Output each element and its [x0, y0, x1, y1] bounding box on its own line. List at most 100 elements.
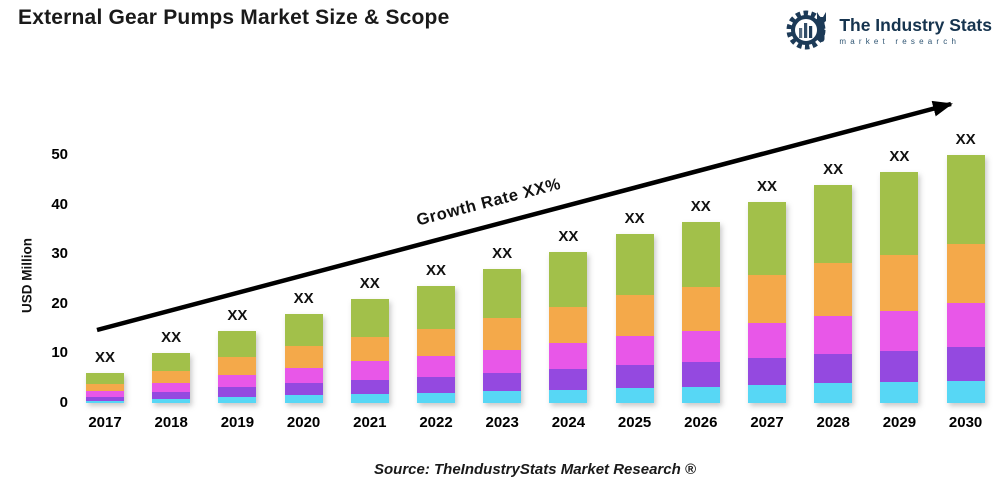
bar-segment-segment-orange [284, 346, 323, 368]
bar-segment-segment-magenta [681, 330, 720, 363]
bar-segment-segment-cyan [218, 396, 257, 403]
x-tick-label: 2028 [816, 414, 850, 431]
bar-segment-segment-green [748, 202, 786, 275]
bar-segment-segment-orange [483, 317, 522, 350]
bar-segment-segment-magenta [880, 310, 919, 351]
bar-segment-segment-magenta [946, 303, 985, 347]
bar-segment-segment-orange [814, 263, 853, 316]
bar-segment-segment-cyan [748, 385, 786, 403]
logo-name: The Industry Stats [839, 14, 992, 35]
bar-segment-segment-purple [946, 346, 985, 381]
bar-segment-segment-purple [748, 357, 786, 386]
y-tick-label: 30 [51, 245, 68, 263]
bar-segment-segment-purple [549, 369, 588, 390]
x-tick-label: 2029 [882, 414, 917, 431]
bar-segment-segment-purple [880, 350, 919, 383]
bar-segment-segment-magenta [86, 391, 124, 397]
bar-segment-segment-orange [218, 357, 257, 375]
bar-segment-segment-green [350, 298, 389, 337]
bar-segment-segment-orange [86, 384, 124, 392]
y-tick-label: 50 [51, 146, 68, 163]
y-tick-label: 40 [51, 195, 68, 213]
bar-segment-segment-magenta [218, 374, 257, 388]
bar-segment-segment-magenta [814, 315, 853, 354]
bar-segment-segment-orange [880, 255, 919, 311]
bar-segment-segment-magenta [284, 367, 323, 384]
bar-2030 [946, 155, 985, 403]
bar-segment-segment-magenta [615, 335, 654, 365]
bar-segment-segment-purple [615, 364, 654, 388]
bar-segment-segment-green [549, 251, 588, 307]
bar-segment-segment-green [152, 353, 191, 372]
bar-segment-segment-orange [152, 371, 191, 384]
bar-2025 [615, 234, 654, 403]
bar-segment-segment-green [86, 373, 124, 385]
bar-2028 [814, 184, 853, 403]
x-tick-label: 2026 [684, 414, 718, 431]
y-tick-label: 10 [51, 344, 68, 362]
bar-segment-segment-magenta [483, 349, 522, 374]
bar-segment-segment-purple [152, 392, 191, 399]
x-tick-label: 2027 [750, 414, 784, 431]
bar-segment-segment-magenta [417, 356, 455, 377]
bar-segment-segment-green [681, 221, 720, 287]
bar-segment-segment-green [483, 269, 522, 318]
brand-logo: The Industry Stats market research [786, 6, 992, 57]
bar-segment-segment-green [946, 155, 985, 244]
bar-top-label: XX [227, 307, 248, 325]
bar-2026 [681, 221, 720, 403]
bar-segment-segment-cyan [681, 386, 720, 403]
bar-segment-segment-purple [814, 353, 853, 384]
x-tick-label: 2030 [948, 414, 983, 431]
bar-segment-segment-orange [681, 286, 720, 331]
x-tick-label: 2017 [88, 414, 122, 431]
bar-2018 [152, 353, 191, 403]
gear-wrench-icon [786, 6, 832, 57]
bar-segment-segment-orange [350, 336, 389, 362]
page-title: External Gear Pumps Market Size & Scope [18, 6, 450, 29]
bar-segment-segment-cyan [549, 389, 588, 403]
x-tick-label: 2022 [419, 414, 453, 431]
bar-segment-segment-cyan [880, 382, 919, 403]
bar-top-label: XX [293, 289, 314, 307]
logo-tagline: market research [839, 37, 961, 47]
x-tick-label: 2021 [353, 414, 387, 431]
bar-segment-segment-green [218, 331, 257, 358]
bar-segment-segment-magenta [748, 322, 786, 358]
bar-top-label: XX [624, 210, 645, 228]
bar-segment-segment-green [417, 286, 455, 329]
bar-segment-segment-orange [748, 274, 786, 323]
bar-2021 [350, 298, 389, 403]
x-tick-label: 2024 [551, 414, 586, 431]
x-tick-label: 2025 [617, 414, 652, 431]
bar-segment-segment-purple [86, 396, 124, 401]
bar-segment-segment-purple [681, 362, 720, 387]
bar-segment-segment-purple [284, 383, 323, 396]
bar-segment-segment-purple [417, 376, 455, 393]
bar-segment-segment-cyan [483, 391, 522, 403]
bar-top-label: XX [94, 349, 115, 367]
bar-top-label: XX [161, 329, 182, 347]
bar-2027 [748, 202, 786, 403]
x-tick-label: 2018 [154, 414, 188, 431]
bar-segment-segment-purple [218, 387, 257, 397]
x-tick-label: 2019 [220, 414, 255, 431]
bar-2019 [218, 331, 257, 403]
bar-segment-segment-orange [549, 306, 588, 343]
bar-top-label: XX [823, 160, 844, 178]
bar-top-label: XX [558, 227, 579, 245]
bar-segment-segment-magenta [549, 342, 588, 370]
x-tick-label: 2020 [286, 414, 321, 431]
bar-segment-segment-cyan [152, 398, 191, 403]
bar-segment-segment-magenta [350, 361, 389, 380]
bar-segment-segment-cyan [615, 387, 654, 403]
bar-segment-segment-cyan [350, 393, 389, 403]
bar-segment-segment-orange [946, 243, 985, 304]
bar-2017 [86, 373, 124, 403]
bar-top-label: XX [690, 197, 711, 215]
bar-top-label: XX [359, 274, 380, 292]
bar-segment-segment-cyan [417, 392, 455, 403]
bar-segment-segment-orange [615, 294, 654, 336]
x-tick-label: 2023 [485, 414, 519, 431]
